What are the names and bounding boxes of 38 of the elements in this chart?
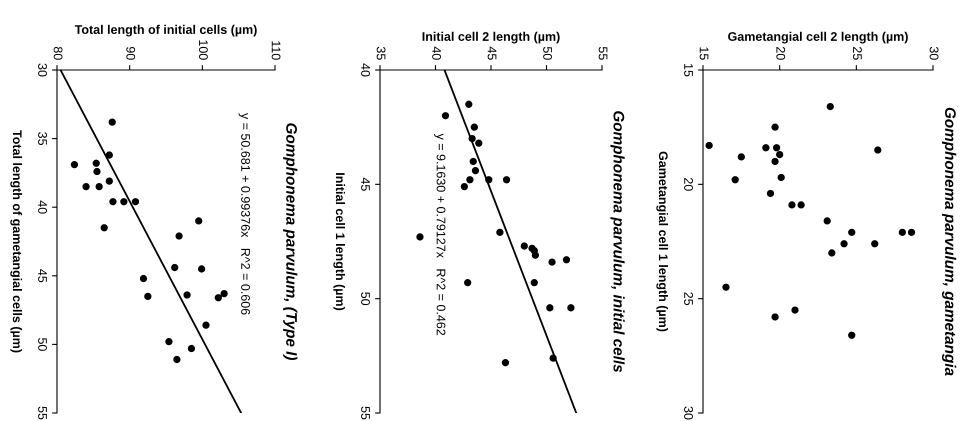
x-axis-title: Initial cell 2 length (µm) — [422, 32, 560, 44]
y-tick-label: 45 — [38, 269, 47, 282]
y-tick-label: 50 — [361, 292, 370, 306]
y-tick-label: 30 — [38, 64, 47, 76]
x-tick-label: 100 — [198, 40, 208, 60]
y-tick-label: 20 — [684, 178, 693, 191]
y-tick-label: 55 — [361, 406, 370, 420]
x-tick-label: 35 — [376, 46, 386, 60]
annotation: y = 9.1630 + 0.79127x R^2 = 0.462 — [434, 134, 446, 336]
x-axis-title: Total length of initial cells (µm) — [74, 24, 257, 37]
x-tick-label: 25 — [852, 47, 862, 60]
text: Gomphonema parvulum, gametangia — [942, 108, 956, 376]
y-tick-label: 40 — [38, 200, 47, 214]
annotation: y = 50.681 + 0.99376x R^2 = 0.606 — [238, 113, 250, 315]
x-tick-label: 55 — [598, 46, 608, 60]
x-tick-label: 30 — [930, 46, 938, 60]
x-tick-label: 20 — [776, 47, 786, 60]
y-axis-title: Gametangial cell 1 length (µm) — [656, 152, 668, 332]
text: Gomphonema parvulum, (Type I) — [283, 123, 298, 360]
x-tick-label: 50 — [543, 46, 552, 60]
y-tick-label: 40 — [361, 63, 370, 76]
x-tick-label: 80 — [54, 46, 62, 60]
x-tick-label: 15 — [700, 47, 708, 60]
y-tick-label: 35 — [38, 132, 47, 146]
text: Gomphonema parvulum, initial cells — [610, 111, 625, 372]
x-axis-title: Gametangial cell 2 length (µm) — [728, 32, 908, 44]
x-tick-label: 110 — [272, 41, 280, 60]
y-tick-label: 50 — [38, 338, 47, 351]
y-tick-label: 45 — [361, 178, 370, 191]
y-tick-label: 30 — [684, 406, 693, 420]
y-tick-label: 25 — [684, 292, 693, 306]
x-tick-label: 90 — [126, 46, 136, 60]
y-tick-label: 15 — [684, 64, 693, 76]
y-axis-title: Initial cell 1 length (µm) — [333, 173, 346, 310]
y-axis-title: Total length of gametangial cells (µm) — [10, 130, 22, 352]
y-tick-label: 55 — [38, 406, 47, 420]
x-tick-label: 40 — [432, 46, 441, 60]
x-tick-label: 45 — [488, 46, 496, 60]
